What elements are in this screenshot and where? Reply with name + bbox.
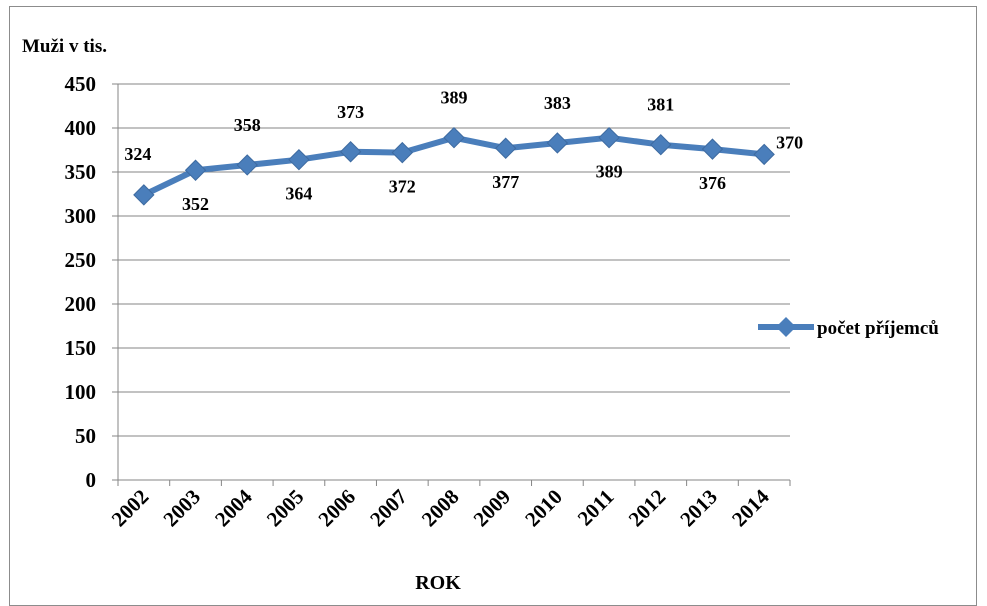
data-point: [494, 137, 517, 159]
y-tick-label: 350: [65, 160, 97, 184]
x-axis-label: ROK: [415, 572, 461, 594]
data-label: 381: [647, 95, 674, 115]
data-point: [650, 134, 672, 156]
data-label: 376: [699, 173, 726, 193]
data-point: [339, 141, 362, 163]
y-tick-label: 450: [65, 72, 97, 96]
x-tick-label: 2006: [313, 485, 360, 532]
data-point: [701, 138, 724, 160]
x-tick-label: 2007: [365, 485, 412, 532]
x-tick-label: 2013: [675, 485, 722, 532]
data-label: 364: [285, 184, 312, 204]
series-layer: [133, 126, 775, 206]
data-label: 389: [596, 162, 623, 182]
x-tick-label: 2005: [262, 485, 309, 532]
x-tick-labels: 2002 2003 2004 2005 2006 2007 2008 2009 2010 2011…: [107, 484, 774, 531]
data-point: [753, 143, 775, 166]
x-tick-label: 2011: [573, 485, 619, 531]
y-axis-label: Muži v tis.: [22, 36, 107, 57]
y-tick-label: 250: [65, 248, 97, 272]
data-point: [184, 159, 207, 181]
x-tick-label: 2014: [727, 484, 774, 531]
data-point: [391, 141, 414, 164]
y-tick-label: 200: [65, 292, 97, 316]
data-label: 383: [544, 93, 571, 113]
gridlines: [118, 83, 790, 437]
data-labels: 324 352 358 364 373 372 389 377 383 389 381 376 370: [124, 88, 803, 215]
legend-label: počet příjemců: [817, 318, 939, 339]
data-point: [288, 148, 310, 171]
y-tick-labels: 0 50 100 150 200 250 300 350 400 450: [65, 72, 97, 492]
data-point: [236, 154, 258, 176]
axes: [112, 83, 791, 486]
y-tick-label: 150: [65, 336, 97, 360]
x-tick-label: 2004: [210, 484, 257, 531]
y-tick-label: 300: [65, 204, 97, 228]
y-tick-label: 100: [65, 380, 97, 404]
data-label: 358: [234, 115, 261, 135]
x-tick-label: 2010: [520, 485, 567, 532]
data-label: 389: [441, 88, 468, 108]
data-point: [598, 126, 620, 149]
data-point: [443, 126, 465, 149]
x-tick-label: 2008: [417, 485, 464, 532]
data-label: 373: [337, 102, 364, 122]
data-point: [133, 184, 155, 206]
y-tick-label: 50: [75, 424, 96, 448]
data-point: [546, 132, 569, 154]
data-label: 377: [492, 172, 519, 192]
legend: počet příjemců: [758, 317, 939, 339]
x-tick-label: 2012: [624, 485, 671, 532]
x-tick-label: 2003: [158, 485, 205, 532]
data-label: 324: [124, 144, 151, 164]
y-tick-label: 400: [65, 116, 97, 140]
legend-marker: [776, 317, 796, 337]
y-tick-label: 0: [86, 468, 97, 492]
chart-frame: [9, 6, 977, 606]
data-label: 372: [389, 177, 416, 197]
data-label: 370: [776, 132, 803, 152]
x-tick-label: 2002: [107, 485, 154, 532]
data-label: 352: [182, 194, 209, 214]
x-tick-label: 2009: [469, 485, 516, 532]
